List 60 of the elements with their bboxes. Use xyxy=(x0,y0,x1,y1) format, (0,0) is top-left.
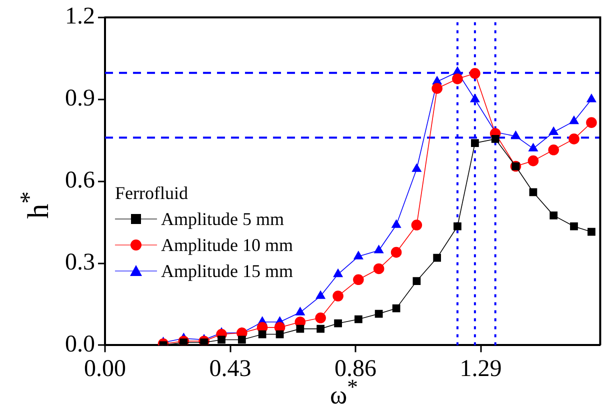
y-tick-label: 0.0 xyxy=(65,331,95,358)
point xyxy=(218,336,226,344)
point xyxy=(374,310,383,318)
x-tick-label: 0.43 xyxy=(209,356,252,382)
point xyxy=(412,277,421,285)
point xyxy=(373,263,384,274)
point xyxy=(295,307,305,316)
point xyxy=(569,116,579,124)
point xyxy=(392,220,402,228)
x-tick-label: 1.29 xyxy=(460,356,502,382)
point xyxy=(454,222,462,230)
point xyxy=(354,251,364,260)
y-tick-label: 0.9 xyxy=(65,86,95,112)
legend-label: Amplitude 10 mm xyxy=(161,234,293,257)
point xyxy=(238,336,246,344)
x-tick-label: 0.00 xyxy=(84,356,126,382)
point xyxy=(470,94,480,102)
point xyxy=(374,245,384,254)
point xyxy=(392,304,400,312)
point xyxy=(258,330,266,338)
point xyxy=(411,220,422,230)
point xyxy=(390,246,402,258)
point xyxy=(548,144,559,156)
point xyxy=(276,330,284,338)
point xyxy=(510,130,520,140)
point xyxy=(528,143,538,152)
point xyxy=(471,139,479,147)
point xyxy=(586,117,597,128)
point xyxy=(588,228,596,236)
point xyxy=(315,312,326,324)
point xyxy=(452,73,463,84)
point xyxy=(200,338,208,346)
point xyxy=(550,212,558,220)
y-tick-label: 0.6 xyxy=(65,168,95,194)
x-axis-title: ω$^{*}$ xyxy=(330,375,358,411)
point xyxy=(568,134,580,144)
point xyxy=(586,94,596,102)
point xyxy=(333,268,343,278)
point xyxy=(296,324,304,333)
point xyxy=(433,254,442,262)
legend-label: Amplitude 5 mm xyxy=(161,208,284,231)
legend-label: Amplitude 15 mm xyxy=(161,260,293,283)
point xyxy=(548,126,558,136)
point xyxy=(570,222,578,230)
y-tick-label: 1.2 xyxy=(65,4,95,30)
point xyxy=(316,324,324,333)
point xyxy=(354,315,362,324)
y-tick-label: 0.3 xyxy=(65,250,95,276)
point xyxy=(180,338,188,346)
point xyxy=(491,135,500,143)
legend-title: Ferrofluid xyxy=(115,182,189,205)
point xyxy=(332,290,344,302)
point xyxy=(528,155,539,166)
point xyxy=(316,290,326,299)
point xyxy=(412,164,422,172)
point xyxy=(334,319,342,328)
point xyxy=(432,83,442,94)
point xyxy=(353,274,364,286)
point xyxy=(529,188,538,196)
point xyxy=(470,68,480,79)
